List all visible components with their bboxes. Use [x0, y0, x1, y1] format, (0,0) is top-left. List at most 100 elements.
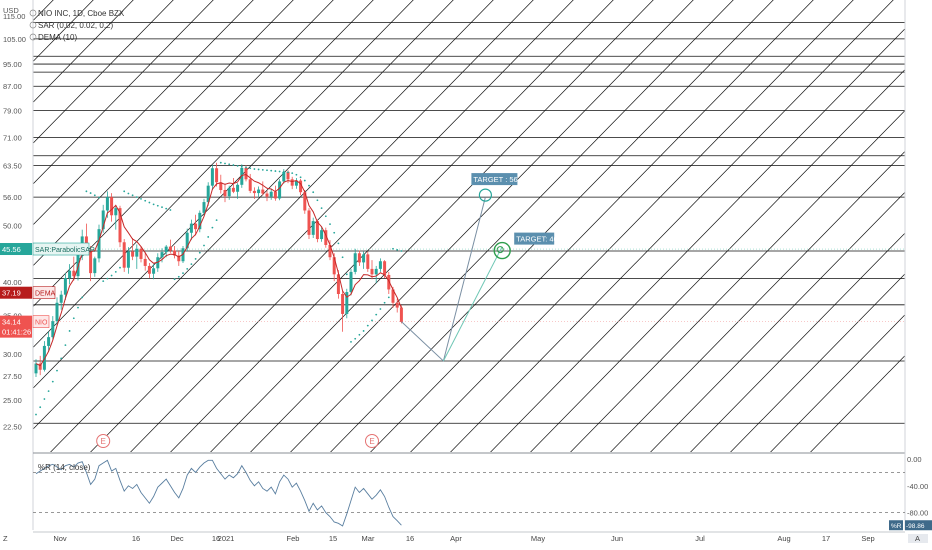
candle-body — [147, 265, 151, 274]
candle-body — [248, 179, 252, 191]
target-56-circle — [478, 188, 492, 202]
candle-body — [152, 268, 156, 274]
sar-dot — [110, 274, 113, 277]
candle-body — [173, 250, 177, 256]
fan-line — [33, 0, 414, 389]
target-46-box — [514, 232, 555, 245]
fan-line — [33, 0, 294, 267]
sar-dot — [64, 344, 67, 347]
indicator-plot — [33, 459, 905, 527]
y-tick-label: 115.00 — [3, 12, 25, 21]
sar-dot — [144, 199, 147, 202]
sar-dot — [316, 199, 319, 202]
sar-dot — [106, 277, 109, 280]
candle-body — [353, 253, 357, 272]
candle-body — [143, 258, 147, 266]
x-tick-label: Aug — [777, 534, 790, 543]
sar-dot — [85, 190, 88, 193]
fan-line — [33, 0, 454, 430]
sar-dot — [203, 244, 205, 247]
target-56-box — [471, 173, 518, 186]
sar-dot — [291, 172, 294, 175]
candle-body — [299, 180, 303, 193]
main-pane[interactable]: TARGET : 56 TARGET: 46 E E — [0, 0, 932, 530]
candle-body — [399, 307, 403, 322]
sar-dot — [198, 251, 201, 254]
candle-body — [93, 258, 97, 274]
sar-dot — [274, 170, 277, 172]
candle-body — [122, 242, 126, 268]
x-tick-label: May — [531, 534, 545, 543]
sar-dot — [68, 330, 71, 332]
candle-body — [177, 255, 181, 262]
indicator-y-tick: -40.00 — [907, 482, 928, 491]
candle-body — [34, 363, 38, 374]
sar-dot — [303, 179, 306, 182]
sar-dot — [270, 169, 273, 172]
candle-body — [164, 246, 168, 253]
candle-body — [261, 189, 265, 194]
candle-body — [114, 208, 118, 216]
candle-body — [383, 261, 387, 275]
sar-dot — [215, 219, 218, 222]
x-tick-label: Mar — [362, 534, 375, 543]
fan-line — [690, 232, 905, 452]
x-tick-label: Feb — [287, 534, 300, 543]
legend-line: SAR (0.02, 0.02, 0.2) — [38, 21, 113, 30]
candle-body — [341, 294, 345, 314]
candle-body — [227, 187, 231, 197]
dema-name-badge — [32, 286, 56, 300]
candle-body — [387, 274, 391, 290]
indicator-pane[interactable]: %R (14, close) 0.00 -40.00 -80.00 %R -98.86 — [33, 455, 932, 533]
candle-body — [194, 223, 198, 230]
fan-line — [450, 0, 894, 452]
earnings-label: E — [369, 437, 374, 446]
sar-dot — [93, 194, 96, 197]
candle-body — [215, 168, 219, 183]
candle-body — [269, 191, 273, 197]
candle-body — [47, 337, 51, 346]
fan-line — [170, 0, 614, 452]
sar-dot — [324, 215, 327, 218]
y-tick-label: 95.00 — [3, 60, 22, 69]
sar-dot — [169, 209, 172, 211]
candle-body — [160, 252, 164, 258]
sar-dot — [89, 192, 92, 194]
sar-dot — [194, 258, 197, 260]
x-tick-label: Jul — [695, 534, 705, 543]
sar-dot — [358, 333, 361, 336]
candle-body — [139, 248, 143, 259]
sar-dot — [240, 165, 243, 168]
sar-dot — [362, 330, 365, 332]
sar-dot — [371, 319, 373, 322]
sar-price-value: 45.56 — [2, 245, 21, 254]
sar-name: SAR:ParabolicSAR — [35, 247, 95, 254]
zoom-label: Z — [3, 534, 8, 543]
indicator-line — [35, 459, 402, 527]
candle-body — [131, 251, 135, 257]
x-tick-label: 15 — [329, 534, 337, 543]
sar-dot — [47, 390, 50, 393]
sar-dot — [60, 357, 63, 360]
candle-body — [55, 302, 59, 322]
candle-body — [257, 189, 261, 194]
candle-body — [206, 185, 210, 203]
price-labels: 45.56 SAR:ParabolicSAR 37.19 DEMA 34.1401:41… — [0, 242, 95, 338]
fan-line — [770, 314, 905, 452]
sar-dot — [114, 271, 117, 273]
fan-line — [33, 0, 374, 348]
sar-dot — [102, 280, 105, 283]
sar-dot — [123, 190, 126, 193]
sar-dot — [165, 207, 168, 210]
fan-line — [610, 150, 905, 452]
sar-dot — [337, 242, 340, 245]
candle-body — [105, 197, 109, 211]
sar-dot — [257, 168, 260, 171]
nio-price-badge — [0, 315, 32, 338]
target-46-inner — [496, 246, 504, 254]
sar-dot — [177, 275, 180, 278]
y-tick-label: 27.50 — [3, 372, 22, 381]
x-tick-label: Sep — [861, 534, 874, 543]
